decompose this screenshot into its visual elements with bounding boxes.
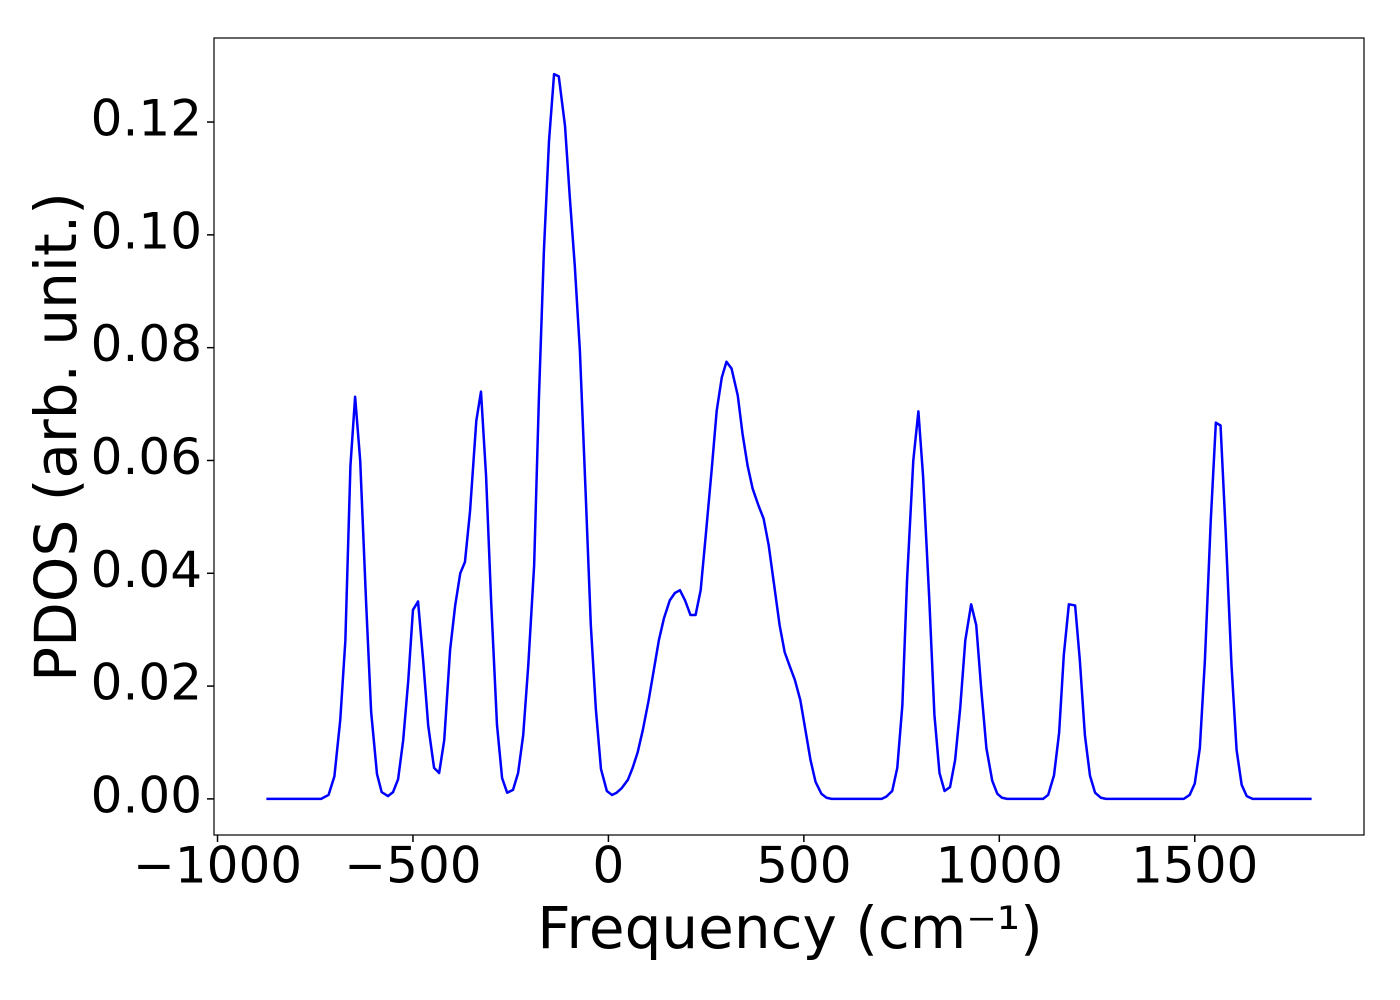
y-axis-label: PDOS (arb. unit.) (22, 192, 90, 682)
x-tick-label: 1000 (936, 837, 1063, 895)
x-tick-label: −500 (344, 837, 481, 895)
y-tick-label: 0.00 (91, 766, 202, 824)
y-tick-label: 0.04 (91, 541, 202, 599)
y-tick-label: 0.10 (91, 202, 202, 260)
y-tick-label: 0.02 (91, 654, 202, 712)
x-tick-label: 500 (756, 837, 851, 895)
y-tick-label: 0.06 (91, 428, 202, 486)
y-tick-label: 0.12 (91, 90, 202, 148)
x-tick-label: 1500 (1131, 837, 1258, 895)
x-tick-label: 0 (593, 837, 625, 895)
x-tick-label: −1000 (133, 837, 302, 895)
y-tick-label: 0.08 (91, 315, 202, 373)
plot-frame (213, 37, 1365, 836)
line (266, 72, 1312, 801)
x-axis-label: Frequency (cm⁻¹) (537, 894, 1043, 962)
